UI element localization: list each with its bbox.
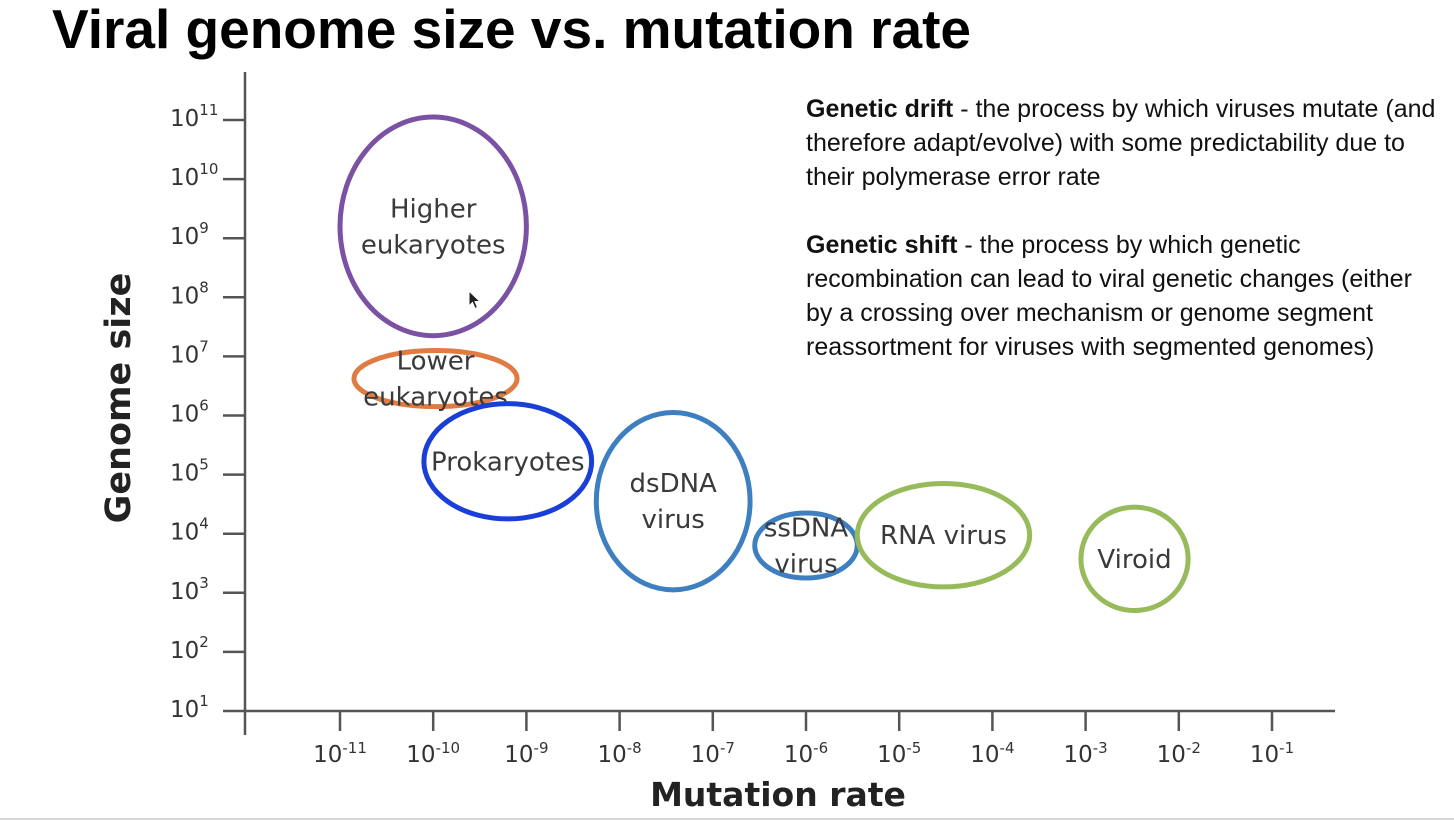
chart-axes (243, 72, 1335, 735)
x-tick-label: 10-2 (1157, 739, 1201, 768)
y-tick-label: 108 (170, 278, 209, 309)
group-label: virus (642, 505, 705, 535)
x-tick-label: 10-6 (784, 739, 828, 768)
y-tick-label: 1011 (170, 101, 218, 132)
y-tick-label: 101 (170, 692, 209, 723)
y-tick-label: 103 (170, 574, 209, 605)
y-tick-label: 107 (170, 337, 209, 368)
slide-title: Viral genome size vs. mutation rate (52, 0, 972, 60)
y-axis-ticks: 101 102 103 104 105 106 107 108 109 1010 1011 (170, 101, 245, 723)
bottom-divider (0, 818, 1454, 820)
group-label: Prokaryotes (431, 447, 585, 477)
organism-groups: Higher eukaryotes Lower eukaryotes Prokaryot… (337, 114, 1191, 614)
genetic-shift-term: Genetic shift (806, 231, 958, 259)
group-ellipse (337, 114, 529, 339)
x-tick-label: 10-10 (406, 739, 460, 768)
group-label: Viroid (1097, 545, 1171, 575)
group-ellipse (854, 480, 1033, 590)
mouse-pointer-icon (468, 290, 482, 310)
genetic-drift-text: the process by which viruses mutate (and… (806, 95, 1436, 191)
x-tick-label: 10-9 (504, 739, 548, 768)
genetic-drift-term: Genetic drift (806, 95, 954, 123)
group-ellipse (1078, 504, 1191, 614)
genetic-shift-definition: Genetic shift - the process by which gen… (806, 228, 1436, 364)
group-label: Higher (390, 194, 477, 224)
genetic-drift-definition: Genetic drift - the process by which vir… (806, 92, 1436, 194)
group-label: dsDNA (630, 469, 718, 499)
genetic-shift-text: the process by which genetic recombinati… (806, 231, 1412, 361)
y-tick-label: 105 (170, 456, 209, 487)
group-label: Lower (397, 347, 475, 377)
group-ellipse (351, 347, 520, 410)
group-label: virus (774, 550, 837, 580)
y-tick-label: 106 (170, 397, 209, 428)
x-tick-label: 10-4 (970, 739, 1014, 768)
x-tick-label: 10-8 (597, 739, 641, 768)
x-tick-label: 10-7 (691, 739, 735, 768)
x-tick-label: 10-3 (1063, 739, 1107, 768)
group-ellipse (421, 401, 595, 522)
y-tick-label: 102 (170, 633, 209, 664)
y-axis-title: Genome size (99, 273, 139, 524)
x-tick-label: 10-1 (1250, 739, 1294, 768)
group-label: eukaryotes (363, 383, 508, 413)
genetic-drift-separator: - (953, 95, 976, 123)
x-axis-ticks: 10-11 10-10 10-9 10-8 10-7 10-6 10-5 10-4 10-3 10… (313, 711, 1294, 768)
y-tick-label: 109 (170, 219, 209, 250)
group-label: RNA virus (880, 521, 1007, 551)
group-ellipse (593, 410, 753, 593)
x-axis-title: Mutation rate (650, 775, 906, 814)
y-tick-label: 104 (170, 515, 209, 546)
x-tick-label: 10-5 (877, 739, 921, 768)
x-tick-label: 10-11 (313, 739, 367, 768)
group-label: eukaryotes (361, 230, 506, 260)
y-tick-label: 1010 (170, 160, 218, 191)
genetic-shift-separator: - (957, 231, 980, 259)
group-label: ssDNA (764, 514, 849, 544)
